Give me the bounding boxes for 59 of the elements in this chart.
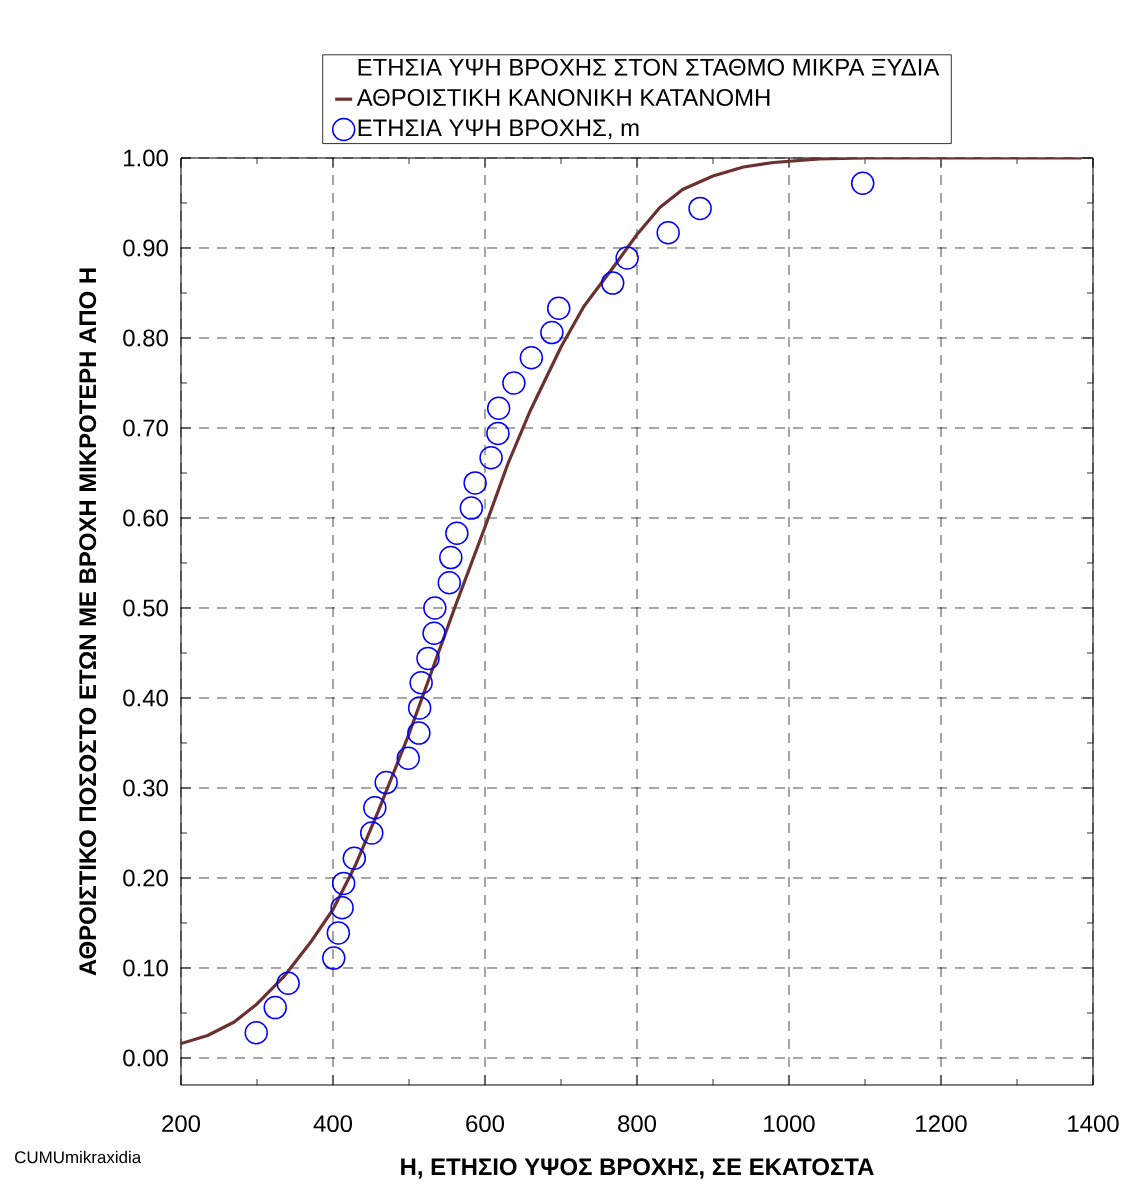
point: [407, 696, 432, 720]
point: [342, 846, 367, 870]
point: [445, 521, 469, 546]
point: [486, 396, 511, 420]
point: [360, 821, 384, 845]
x-tick-label: 200: [162, 1115, 200, 1133]
text: CUMUmikraxidia: [15, 1150, 142, 1164]
point: [502, 371, 526, 395]
point: [363, 796, 387, 820]
point: [331, 871, 356, 896]
point: [326, 921, 351, 945]
y-tick-label: 0.30: [123, 779, 168, 797]
y-tick-label: 0.00: [123, 1049, 168, 1067]
legend-label: ΑΘΡΟΙΣΤΙΚΗ ΚΑΝΟΝΙΚΗ ΚΑΤΑΝΟΜΗ: [356, 89, 770, 106]
point: [407, 721, 431, 745]
legend-label: ΕΤΗΣΙΑ ΥΨΗ ΒΡΟΧΗΣ, m: [358, 119, 639, 140]
point: [374, 770, 398, 795]
point: [416, 646, 440, 671]
y-tick-label: 0.50: [123, 599, 168, 617]
point: [330, 895, 354, 920]
y-axis-title: ΑΘΡΟΙΣΤΙΚΟ ΠΟΣΟΣΤΟ ΕΤΩΝ ΜΕ ΒΡΟΧΗ ΜΙΚΡΟΤΕΡΗ ΑΠΟ Η: [79, 268, 97, 976]
x-tick-label: 1400: [1068, 1115, 1119, 1133]
point: [656, 220, 680, 245]
point: [486, 421, 510, 446]
point: [546, 296, 571, 321]
point: [463, 471, 487, 495]
x-tick-label: 600: [466, 1115, 504, 1133]
point: [244, 1021, 268, 1045]
x-tick-label: 1200: [916, 1115, 967, 1133]
y-tick-label: 1.00: [124, 149, 168, 167]
point: [600, 271, 625, 295]
point: [688, 196, 712, 221]
point: [615, 246, 639, 270]
point: [519, 346, 544, 370]
x-axis-title: Η, ΕΤΗΣΙΟ ΥΨΟΣ ΒΡΟΧΗΣ, ΣΕ ΕΚΑΤΟΣΤΑ: [401, 1158, 874, 1179]
legend-title: ΕΤΗΣΙΑ ΥΨΗ ΒΡΟΧΗΣ ΣΤΟΝ ΣΤΑΘΜΟ ΜΙΚΡΑ ΞΥΔΙΑ: [358, 58, 940, 76]
point: [459, 496, 484, 520]
point: [276, 971, 300, 996]
x-tick-label: 400: [313, 1115, 352, 1133]
point: [396, 746, 420, 771]
point: [540, 320, 564, 345]
point: [423, 596, 447, 620]
y-tick-label: 0.60: [123, 509, 168, 527]
point: [409, 670, 433, 695]
y-tick-label: 0.90: [123, 239, 168, 257]
y-tick-label: 0.40: [123, 689, 168, 707]
point: [850, 171, 875, 195]
y-tick-label: 0.20: [123, 869, 168, 887]
point: [439, 545, 463, 570]
x-tick-label: 800: [618, 1115, 656, 1133]
y-tick-label: 0.70: [123, 419, 168, 437]
point: [437, 571, 462, 595]
point: [479, 445, 503, 470]
y-tick-label: 0.80: [123, 329, 168, 347]
y-tick-label: 0.10: [123, 959, 168, 977]
x-tick-label: 1000: [764, 1115, 815, 1133]
point: [422, 621, 446, 645]
point: [263, 995, 287, 1020]
point: [322, 946, 346, 970]
